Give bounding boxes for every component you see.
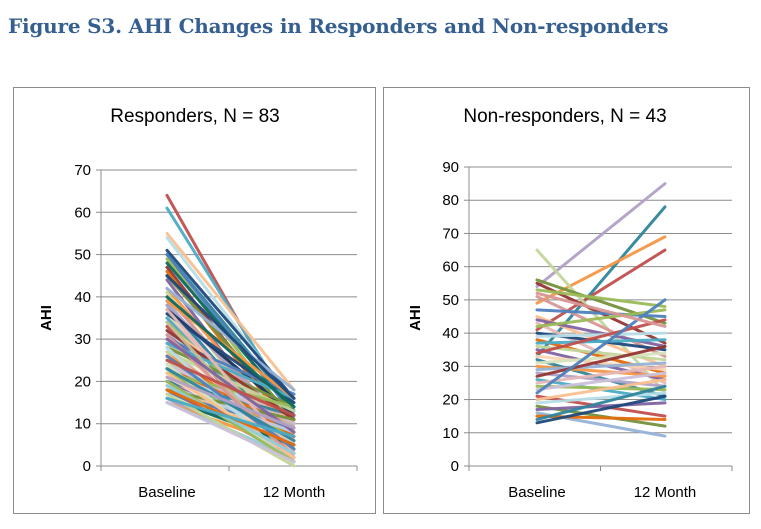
x-category-label: Baseline (508, 484, 566, 501)
y-tick-label: 40 (74, 289, 91, 306)
responders-chart: Responders, N = 83 0 10 20 30 40 50 60 70 AHI Base… (38, 106, 358, 501)
series-line-3 (165, 231, 296, 392)
y-tick-label: 60 (74, 204, 91, 221)
y-tick-label: 80 (442, 192, 459, 209)
series-line-35 (535, 378, 667, 402)
series-line-83 (165, 274, 296, 400)
y-tick-label: 10 (74, 416, 91, 433)
series-line-43 (535, 291, 667, 328)
series-line-63 (165, 286, 296, 392)
series-line-29 (165, 337, 296, 396)
series-line-71 (165, 358, 296, 417)
series-line-82 (165, 295, 296, 409)
series-line-80 (165, 396, 296, 438)
figure-title: Figure S3. AHI Changes in Responders and… (8, 14, 669, 38)
series-line-33 (165, 346, 296, 409)
series-line-26 (535, 361, 667, 372)
series-line-2 (535, 205, 667, 358)
chart-title: Responders, N = 83 (110, 106, 280, 127)
non-responders-chart-panel: Non-responders, N = 43 0 10 20 30 40 50 60 70 80 9… (383, 87, 750, 514)
series-line-4 (535, 248, 667, 332)
y-tick-label: 10 (442, 425, 459, 442)
series-line-28 (535, 344, 667, 378)
y-tick-label: 30 (74, 331, 91, 348)
series-line-36 (535, 391, 667, 405)
y-tick-label: 0 (451, 458, 459, 475)
series-line-69 (165, 346, 296, 468)
y-tick-label: 70 (74, 162, 91, 179)
series-line-8 (535, 288, 667, 309)
series-line-40 (535, 414, 667, 421)
series-line-22 (535, 354, 667, 372)
y-tick-label: 0 (83, 458, 91, 475)
series-line-18 (535, 338, 667, 345)
non-responders-chart: Non-responders, N = 43 0 10 20 30 40 50 60 70 80 9… (407, 106, 733, 501)
series-line-81 (165, 401, 296, 464)
y-tick-label: 20 (442, 392, 459, 409)
y-tick-label: 90 (442, 159, 459, 176)
series-line-30 (535, 364, 667, 385)
series-group (165, 193, 296, 468)
series-line-38 (535, 401, 667, 412)
responders-chart-panel: Responders, N = 83 0 10 20 30 40 50 60 70 AHI Base… (13, 87, 376, 514)
series-line-42 (535, 394, 667, 425)
series-line-76 (165, 379, 296, 464)
y-tick-label: 70 (442, 225, 459, 242)
series-line-21 (535, 318, 667, 355)
y-tick-label: 40 (442, 325, 459, 342)
series-line-41 (535, 384, 667, 421)
y-tick-label: 50 (442, 292, 459, 309)
series-line-33 (535, 298, 667, 395)
series-group (535, 182, 667, 438)
series-line-1 (535, 182, 667, 289)
y-tick-label: 60 (442, 259, 459, 276)
series-line-14 (535, 308, 667, 328)
series-line-64 (165, 299, 296, 400)
series-line-32 (535, 371, 667, 392)
y-tick-label: 20 (74, 373, 91, 390)
series-line-24 (535, 351, 667, 365)
y-axis-label: AHI (38, 305, 55, 331)
series-line-16 (535, 331, 667, 338)
series-line-77 (165, 384, 296, 455)
y-tick-label: 30 (442, 358, 459, 375)
series-line-68 (165, 337, 296, 434)
y-tick-label: 50 (74, 247, 91, 264)
x-category-label: Baseline (138, 484, 196, 501)
chart-title: Non-responders, N = 43 (463, 106, 666, 127)
x-category-label: 12 Month (634, 484, 697, 501)
series-line-75 (165, 375, 296, 430)
y-axis-label: AHI (407, 305, 424, 331)
x-category-label: 12 Month (263, 484, 326, 501)
